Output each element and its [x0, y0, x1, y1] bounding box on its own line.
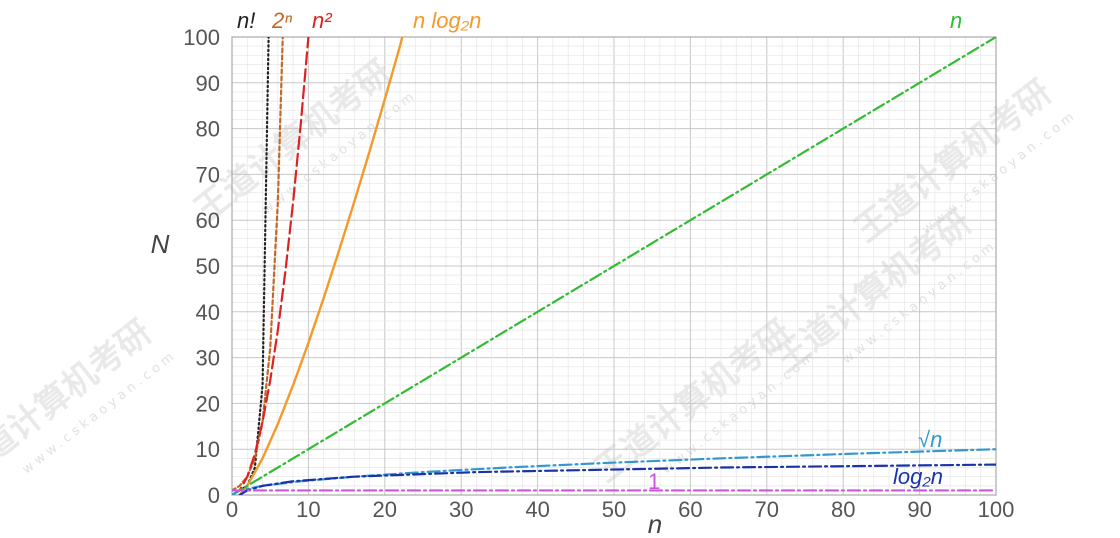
x-tick-label: 100	[978, 497, 1015, 522]
x-tick-label: 80	[831, 497, 855, 522]
y-tick-label: 60	[196, 208, 220, 233]
series-line-4	[232, 37, 996, 495]
y-tick-label: 70	[196, 162, 220, 187]
series-label-5: √n	[918, 427, 942, 452]
tick-labels: 0 10 20 30 40 50 60 70 80 90 100 0 10 20 30 40 50 60 70 80 9…	[183, 25, 1014, 522]
series-label-0: n!	[237, 8, 255, 33]
x-tick-label: 60	[678, 497, 702, 522]
series-label-7: 1	[648, 469, 660, 494]
series-line-2	[232, 37, 310, 495]
x-tick-label: 20	[373, 497, 397, 522]
y-tick-label: 40	[196, 300, 220, 325]
x-tick-label: 10	[296, 497, 320, 522]
x-axis-label: n	[648, 509, 662, 538]
series-label-1: 2ⁿ	[271, 8, 292, 33]
y-tick-label: 50	[196, 254, 220, 279]
series-label-3: n log₂n	[413, 8, 481, 33]
y-tick-label: 80	[196, 117, 220, 142]
y-tick-label: 0	[208, 483, 220, 508]
series-labels: n! 2ⁿ n² n log₂n n √n log₂n 1	[237, 8, 962, 494]
series-line-1	[232, 37, 284, 492]
series-label-2: n²	[312, 8, 332, 33]
series-line-3	[238, 37, 404, 495]
x-tick-label: 50	[602, 497, 626, 522]
plot-frame	[231, 36, 997, 496]
x-tick-label: 30	[449, 497, 473, 522]
x-tick-label: 40	[525, 497, 549, 522]
series-label-6: log₂n	[893, 464, 943, 489]
series-label-4: n	[950, 8, 962, 33]
series-lines	[232, 37, 996, 495]
x-tick-label: 70	[755, 497, 779, 522]
y-tick-label: 20	[196, 391, 220, 416]
y-tick-label: 100	[183, 25, 220, 50]
y-axis-label: N	[151, 229, 170, 259]
y-tick-label: 90	[196, 71, 220, 96]
x-tick-label: 90	[907, 497, 931, 522]
y-tick-label: 10	[196, 437, 220, 462]
grid	[231, 36, 997, 496]
y-tick-label: 30	[196, 346, 220, 371]
x-tick-label: 0	[226, 497, 238, 522]
